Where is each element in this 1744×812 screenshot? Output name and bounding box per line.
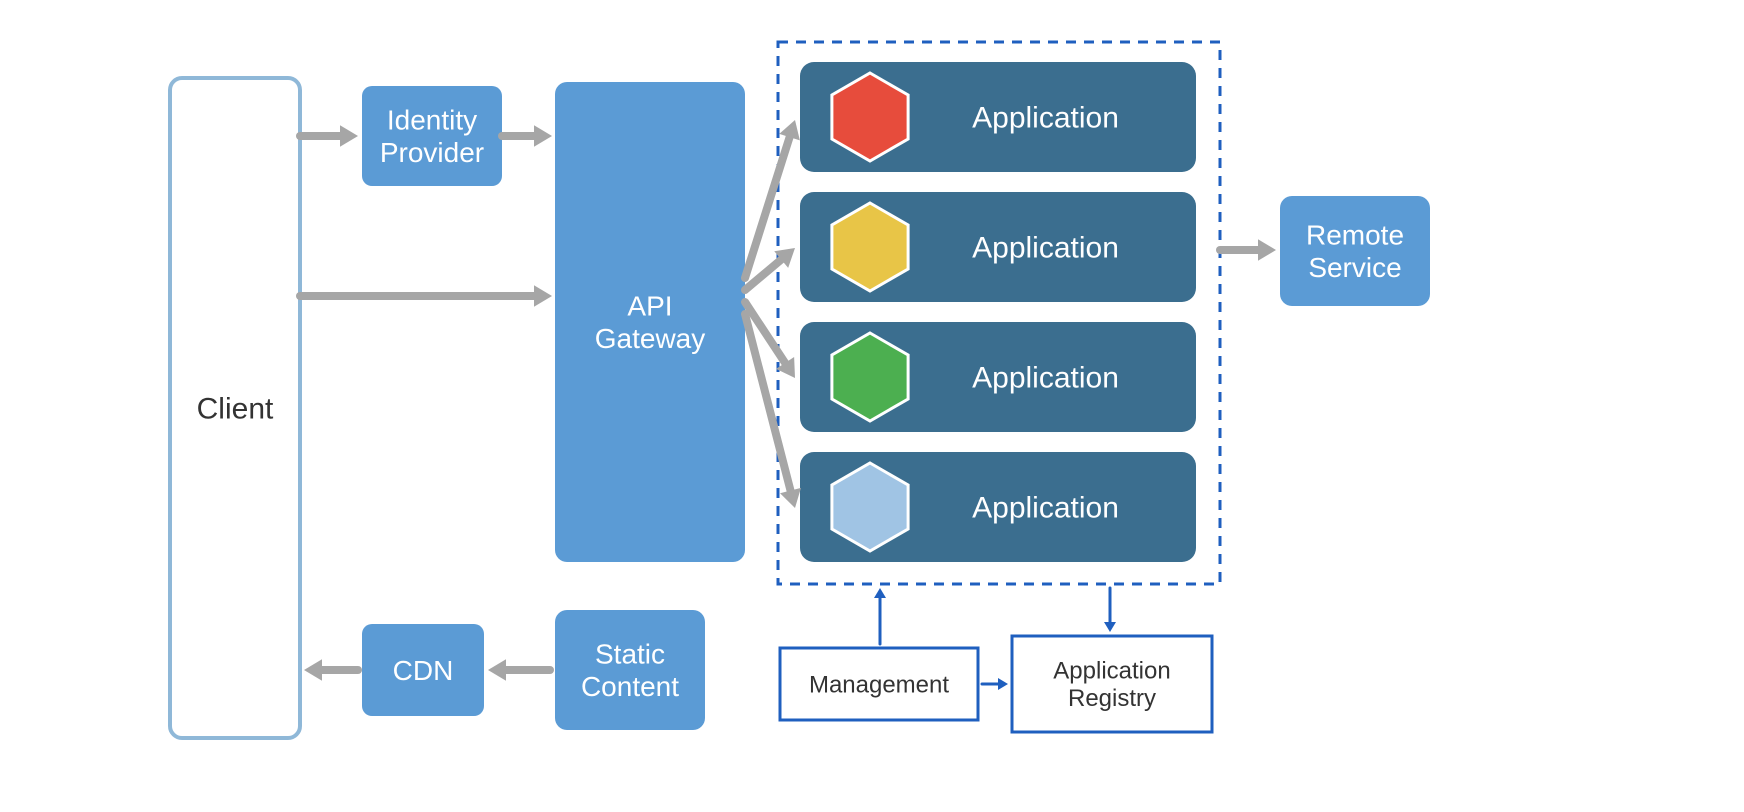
cdn-label: CDN [393, 655, 454, 686]
static-box: StaticContent [555, 610, 705, 730]
identity-box: IdentityProvider [362, 86, 502, 186]
application-label: Application [972, 102, 1119, 135]
management-label: Management [809, 671, 949, 698]
architecture-diagram: Client IdentityProvider APIGateway CDN Stati… [0, 0, 1744, 812]
remote-label: RemoteService [1306, 220, 1404, 283]
gateway-box: APIGateway [555, 82, 745, 562]
cdn-box: CDN [362, 624, 484, 716]
application-row: Application [800, 322, 1196, 432]
static-label: StaticContent [581, 639, 679, 702]
registry-label: ApplicationRegistry [1053, 658, 1170, 713]
application-row: Application [800, 192, 1196, 302]
application-label: Application [972, 362, 1119, 395]
remote-box: RemoteService [1280, 196, 1430, 306]
application-row: Application [800, 452, 1196, 562]
management-box: Management [780, 648, 978, 720]
application-row: Application [800, 62, 1196, 172]
application-label: Application [972, 232, 1119, 265]
identity-label: IdentityProvider [380, 105, 484, 168]
registry-box: ApplicationRegistry [1012, 636, 1212, 732]
client-box: Client [170, 78, 300, 738]
application-label: Application [972, 492, 1119, 525]
client-label: Client [197, 393, 274, 426]
